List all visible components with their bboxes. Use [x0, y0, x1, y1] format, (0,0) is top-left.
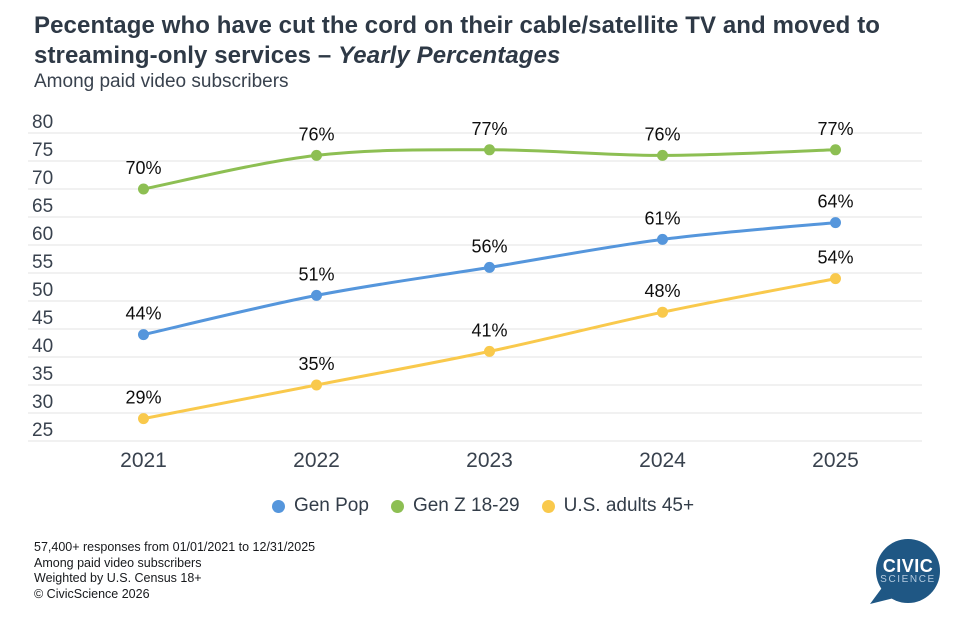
footnote-line: 57,400+ responses from 01/01/2021 to 12/… — [34, 540, 316, 554]
data-point-label: 77% — [817, 119, 853, 139]
data-point-gen-pop — [311, 289, 322, 301]
y-axis-tick-label: 65 — [32, 196, 53, 217]
x-axis-tick-label: 2021 — [120, 449, 167, 472]
data-point-u-s-adults-45 — [657, 306, 668, 318]
y-axis-tick-label: 50 — [32, 280, 53, 301]
y-axis-tick-label: 55 — [32, 252, 53, 273]
data-point-label: 61% — [644, 208, 680, 228]
data-point-gen-z-18-29 — [138, 183, 149, 195]
y-axis-tick-label: 70 — [32, 168, 53, 189]
civicscience-logo: CIVIC SCIENCE — [866, 535, 950, 615]
data-point-label: 35% — [298, 354, 334, 374]
data-point-gen-z-18-29 — [657, 149, 668, 161]
y-axis-tick-label: 40 — [32, 336, 53, 357]
data-point-label: 64% — [817, 192, 853, 212]
series-line-u-s-adults-45 — [142, 277, 837, 421]
data-point-label: 48% — [644, 281, 680, 301]
data-point-gen-pop — [484, 261, 495, 273]
chart-legend: Gen Pop Gen Z 18-29 U.S. adults 45+ — [0, 495, 966, 517]
data-point-gen-z-18-29 — [311, 149, 322, 161]
x-axis-tick-label: 2022 — [293, 449, 340, 472]
y-axis-tick-label: 35 — [32, 364, 53, 385]
data-point-label: 70% — [125, 158, 161, 178]
y-axis-tick-label: 60 — [32, 224, 53, 245]
chart-subtitle: Among paid video subscribers — [34, 71, 289, 92]
data-point-label: 77% — [471, 119, 507, 139]
data-point-label: 56% — [471, 236, 507, 256]
data-point-gen-pop — [657, 233, 668, 245]
data-point-label: 51% — [298, 264, 334, 284]
data-point-gen-z-18-29 — [484, 144, 495, 156]
x-axis-tick-label: 2024 — [639, 449, 686, 472]
x-axis-tick-label: 2025 — [812, 449, 859, 472]
chart-title-main: Pecentage who have cut the cord on their… — [34, 12, 881, 69]
data-point-gen-pop — [830, 217, 841, 229]
chart-title-italic: Yearly Percentages — [338, 42, 561, 69]
legend-dot-icon — [541, 499, 555, 513]
logo-text-civic: CIVIC — [882, 556, 934, 576]
data-point-u-s-adults-45 — [138, 413, 149, 425]
logo-text-science: SCIENCE — [880, 574, 936, 585]
legend-item-gen-z: Gen Z 18-29 — [390, 495, 520, 517]
y-axis-tick-label: 30 — [32, 392, 53, 413]
data-point-u-s-adults-45 — [484, 345, 495, 357]
data-point-label: 29% — [125, 388, 161, 408]
data-point-label: 41% — [471, 320, 507, 340]
legend-item-us-adults: U.S. adults 45+ — [541, 495, 695, 517]
data-point-label: 76% — [298, 124, 334, 144]
footnote-line: Among paid video subscribers — [34, 555, 202, 570]
y-axis-tick-label: 45 — [32, 308, 53, 329]
data-point-label: 54% — [817, 248, 853, 268]
legend-dot-icon — [390, 499, 404, 513]
x-axis-tick-label: 2023 — [466, 449, 513, 472]
legend-label: Gen Z 18-29 — [412, 495, 520, 516]
series-line-gen-z-18-29 — [142, 148, 837, 191]
chart-footnotes: 57,400+ responses from 01/01/2021 to 12/… — [34, 540, 315, 602]
legend-label: Gen Pop — [293, 495, 369, 516]
data-point-u-s-adults-45 — [311, 379, 322, 391]
y-axis-tick-label: 80 — [32, 112, 53, 133]
speech-bubble-icon — [870, 539, 940, 604]
chart-title: Pecentage who have cut the cord on their… — [34, 11, 939, 71]
legend-item-gen-pop: Gen Pop — [271, 495, 369, 517]
y-axis-tick-label: 75 — [32, 140, 53, 161]
data-point-label: 76% — [644, 124, 680, 144]
data-point-u-s-adults-45 — [830, 273, 841, 285]
legend-label: U.S. adults 45+ — [563, 495, 695, 516]
data-point-gen-z-18-29 — [830, 144, 841, 156]
y-axis-tick-label: 25 — [32, 420, 53, 441]
footnote-line: Weighted by U.S. Census 18+ — [34, 571, 202, 585]
data-point-label: 44% — [125, 304, 161, 324]
footnote-line: © CivicScience 2026 — [34, 586, 150, 601]
legend-dot-icon — [271, 499, 285, 513]
series-line-gen-pop — [142, 221, 837, 337]
data-point-gen-pop — [138, 329, 149, 341]
